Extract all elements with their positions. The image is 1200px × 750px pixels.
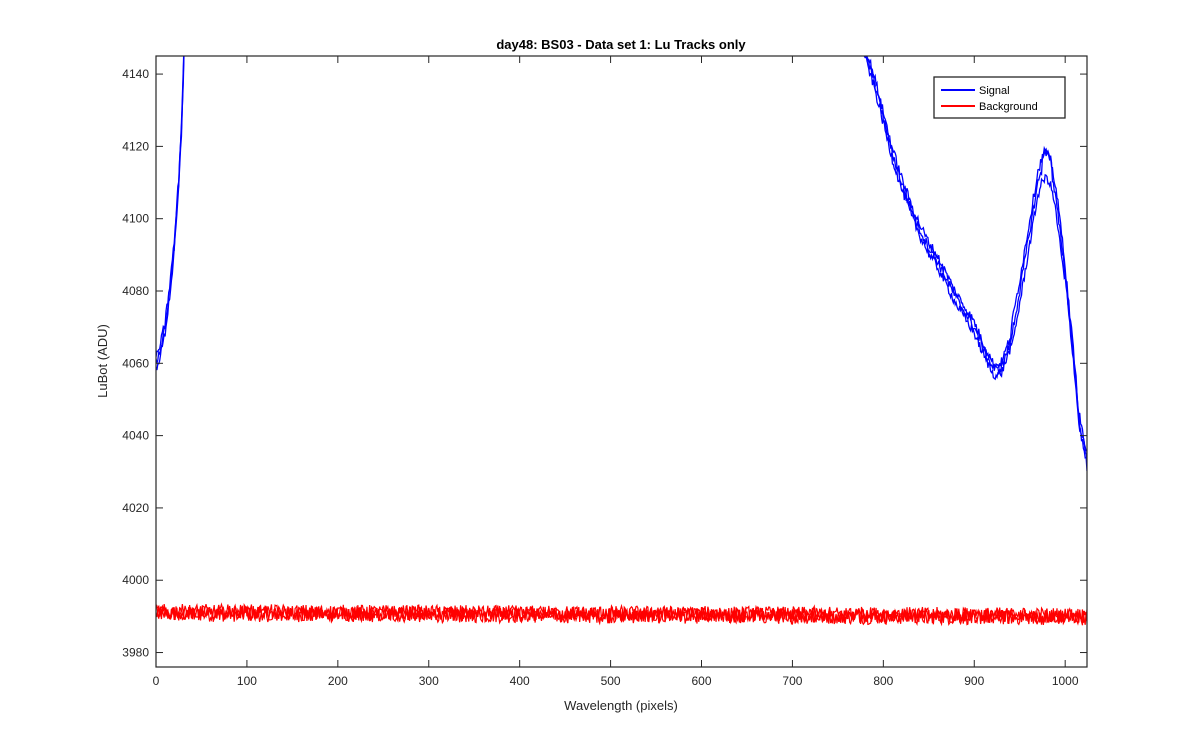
chart-title: day48: BS03 - Data set 1: Lu Tracks only: [496, 37, 746, 52]
x-tick-label: 100: [237, 674, 257, 688]
x-tick-label: 900: [964, 674, 984, 688]
x-tick-label: 1000: [1052, 674, 1079, 688]
y-tick-label: 4120: [122, 139, 149, 153]
y-tick-label: 4060: [122, 356, 149, 370]
axes: 0 100 200 300 400 500 600 700 800 900 1000 3980 4000…: [122, 55, 1088, 688]
plot-area: [156, 56, 1087, 667]
y-tick-label: 4020: [122, 501, 149, 515]
y-tick-label: 4080: [122, 284, 149, 298]
legend[interactable]: Signal Background: [933, 76, 1066, 119]
axes-box: [155, 55, 1088, 668]
x-tick-label: 0: [153, 674, 160, 688]
x-tick-label: 800: [873, 674, 893, 688]
x-tick-label: 300: [419, 674, 439, 688]
y-tick-label: 4000: [122, 573, 149, 587]
series-line-signal: [866, 56, 1087, 452]
legend-label-signal: Signal: [979, 85, 1010, 97]
x-tick-label: 600: [691, 674, 711, 688]
legend-label-background: Background: [979, 101, 1038, 113]
series-line-signal: [863, 56, 1087, 472]
y-tick-label: 3980: [122, 646, 149, 660]
y-tick-label: 4040: [122, 429, 149, 443]
y-axis-label: LuBot (ADU): [95, 324, 110, 398]
x-tick-label: 500: [601, 674, 621, 688]
x-tick-label: 700: [782, 674, 802, 688]
x-axis-label: Wavelength (pixels): [564, 698, 678, 713]
x-tick-label: 200: [328, 674, 348, 688]
y-tick-label: 4100: [122, 212, 149, 226]
series-line-background: [156, 602, 1087, 624]
series-line-signal: [156, 56, 185, 357]
series-layer: [156, 56, 1087, 627]
legend-box: [933, 76, 1066, 119]
y-tick-label: 4140: [122, 67, 149, 81]
x-tick-label: 400: [510, 674, 530, 688]
